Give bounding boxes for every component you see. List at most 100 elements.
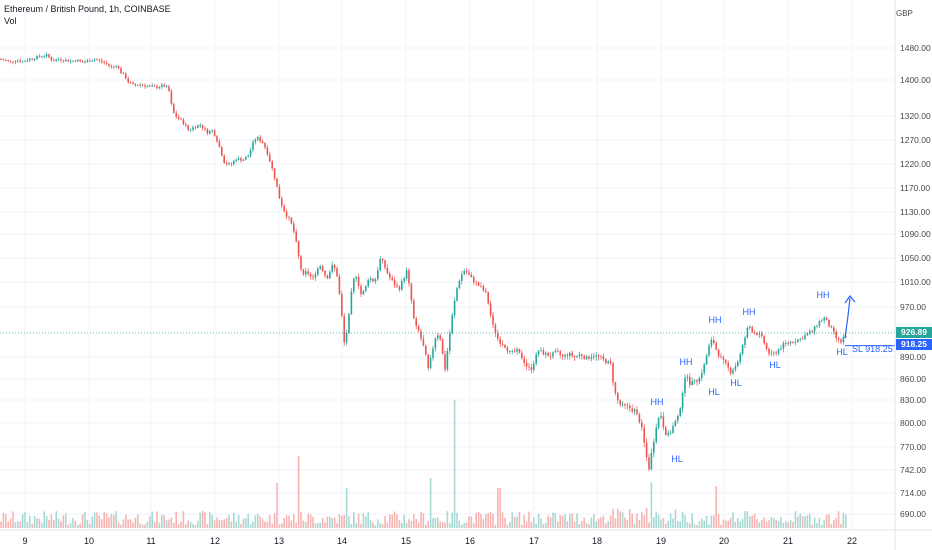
volume-bar [835,517,837,528]
candle-body [461,274,463,281]
volume-bar [21,514,24,528]
candle-body [230,163,233,165]
volume-bar [343,514,345,528]
volume-bar [473,523,475,528]
candle-body [19,60,21,62]
candle-body [621,403,624,405]
candle-body [115,66,117,68]
time-tick-label: 12 [210,536,220,546]
candle-body [665,427,667,435]
candle-body [343,315,345,343]
candle-body [758,333,761,335]
candle-body [276,178,278,187]
volume-bar [60,521,62,528]
volume-bar [153,522,156,528]
candle-body [197,125,199,128]
volume-bar [213,520,216,528]
volume-bar [621,512,624,528]
volume-bar [189,521,192,528]
candle-body [362,291,365,295]
candle-body [129,82,132,83]
candle-body [413,300,415,319]
volume-bar [669,513,672,528]
volume-bar [50,514,53,528]
candle-body [79,59,81,62]
volume-bar [93,512,96,528]
volume-bar [489,511,492,528]
candle-body [365,285,367,292]
candle-body [60,59,62,61]
candle-body [213,130,216,137]
volume-bar [137,514,139,528]
candle-body [473,276,475,283]
volume-bar [840,524,842,528]
candle-body [9,60,12,62]
candle-body [86,60,89,62]
volume-bar [583,517,585,528]
candle-body [655,427,657,442]
volume-bar [108,517,110,528]
candle-body [626,405,629,407]
candle-body [110,65,113,67]
candle-body [672,425,674,433]
volume-bar [713,515,715,528]
time-tick-label: 21 [783,536,793,546]
candle-body [281,198,283,206]
candle-body [12,61,14,63]
volume-bar [746,511,749,528]
volume-bar [636,513,638,528]
volume-bar [86,519,89,528]
candle-body [643,427,645,443]
candle-body [612,363,614,383]
volume-bar [29,515,31,528]
volume-bar [674,509,677,528]
candle-body [638,414,641,423]
candle-body [67,59,69,62]
candle-body [321,266,324,271]
volume-bar [129,519,132,528]
candle-body [439,335,441,340]
candle-body [137,85,139,87]
candle-body [674,420,677,426]
volume-bar [657,514,660,528]
candle-body [410,283,413,301]
candle-body [737,361,739,367]
candle-body [453,300,456,316]
volume-bar [585,522,588,528]
candle-body [357,276,360,286]
volume-bar [705,515,708,528]
candle-body [293,223,295,232]
candle-body [353,278,355,292]
symbol-title[interactable]: Ethereum / British Pound, 1h, COINBASE [4,4,171,14]
candle-body [710,340,713,346]
candle-body [549,355,552,357]
price-tick-label: 1220.00 [900,159,931,169]
volume-bar [540,518,542,528]
volume-bar [434,518,437,528]
candle-body [765,343,768,349]
candle-body [684,377,686,393]
candle-body [763,336,765,344]
volume-bar [753,513,756,528]
candle-body [429,357,432,369]
candle-body [645,442,648,458]
price-axis[interactable]: 1480.00 1400.00 1320.00 1270.00 1220.00 1170.… [900,43,931,519]
candle-body [391,277,393,280]
candle-body [182,119,185,125]
time-axis[interactable]: 9 10 11 12 13 14 15 16 17 18 19 20 21 22 [22,536,857,546]
volume-bar [770,516,773,528]
volume-bar [595,521,597,528]
volume-indicator-label[interactable]: Vol [4,16,17,26]
candle-body [422,338,425,346]
volume-bar [0,521,2,528]
volume-bar [794,511,797,528]
candle-body [401,281,403,290]
volume-bar [845,514,847,528]
price-tick-label: 770.00 [900,442,926,452]
volume-bar [492,514,494,528]
volume-bar [67,524,69,528]
volume-bar [2,512,5,528]
volume-bar [338,513,341,528]
